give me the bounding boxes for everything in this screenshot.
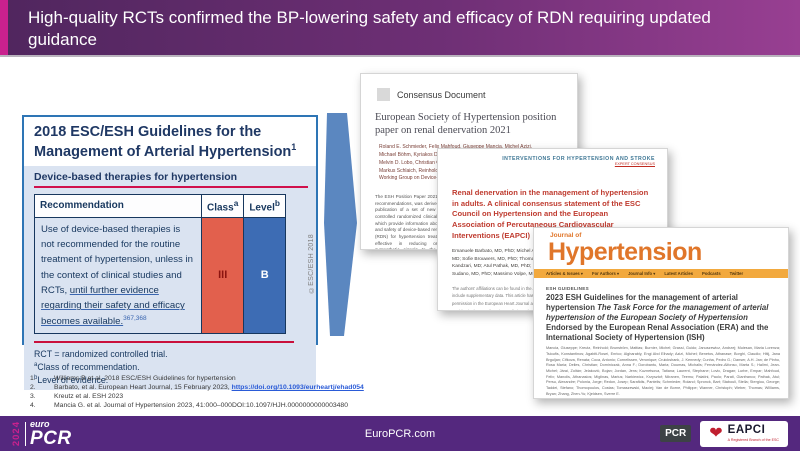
esc-esh-copyright: ©ESC/ESH 2018: [308, 234, 315, 294]
guidelines-title-superscript: 1: [291, 141, 297, 152]
reference-number: 3.: [30, 393, 36, 400]
consensus-running-head: INTERVENTIONS FOR HYPERTENSION AND STROK…: [502, 156, 655, 162]
eapci-name: EAPCI: [727, 424, 766, 437]
recommendation-table: Recommendation Classa Levelb Use of devi…: [34, 194, 286, 335]
section-heading: Device-based therapies for hypertension: [34, 171, 238, 184]
reference-item: 3. Kreutz et al. ESH 2023: [30, 392, 590, 401]
red-rule: [34, 341, 294, 344]
reference-body: Kreutz et al. ESH 2023: [54, 393, 124, 400]
document-tag-row: Consensus Document: [377, 88, 577, 101]
heart-icon: ❤: [709, 424, 723, 442]
journal-title-part3: Endorsed by the European Renal Associati…: [546, 322, 769, 342]
footer-logos: PCR ❤ EAPCI A Registered Branch of the E…: [660, 420, 788, 447]
reference-item: 4. Mancia G. et al. Journal of Hypertens…: [30, 401, 590, 410]
table-footnote-rct: RCT = randomized controlled trial.: [34, 348, 308, 361]
reference-text: Mancia G. et al. Journal of Hypertension…: [54, 401, 348, 410]
footnote-text: Class of recommendation.: [37, 361, 140, 372]
recommendation-underlined-text: until further evidence regarding their s…: [41, 284, 185, 327]
recommendation-text: Use of device-based therapies is not rec…: [41, 223, 193, 296]
journal-nav-item: For Authors ▾: [592, 270, 620, 276]
reference-text: Williams B et al, 2018 ESC/ESH Guideline…: [54, 374, 236, 383]
reference-number: 4.: [30, 402, 36, 409]
footer-year: 2024: [11, 420, 22, 447]
slide-header: High-quality RCTs confirmed the BP-lower…: [0, 0, 800, 57]
journal-masthead-small: Journal of: [550, 232, 582, 239]
document-tag: Consensus Document: [397, 89, 486, 100]
reference-item: 1. Williams B et al, 2018 ESC/ESH Guidel…: [30, 374, 590, 383]
reference-text: Kreutz et al. ESH 2023: [54, 392, 123, 401]
position-paper-abstract: The ESH Position Paper 2021, with update…: [375, 194, 467, 250]
eapci-tagline: A Registered Branch of the ESC: [727, 438, 779, 443]
journal-title-part1: 2023 ESH Guidelines for the management o…: [546, 292, 738, 312]
reference-link[interactable]: https://doi.org/10.1093/eurheartj/ehad05…: [231, 384, 364, 391]
level-label: Level: [249, 202, 275, 214]
journal-article-title: 2023 ESH Guidelines for the management o…: [546, 293, 780, 344]
journal-masthead: Hypertension: [548, 237, 702, 266]
recommendation-citation-superscript: 367,368: [123, 314, 147, 322]
table-footnote-class: aClass of recommendation.: [34, 361, 308, 374]
journal-nav-bar: Articles & Issues ▾ For Authors ▾ Journa…: [534, 268, 788, 278]
table-header-row: Recommendation Classa Levelb: [34, 194, 286, 218]
logo-euro-text: euro: [30, 418, 50, 429]
table-row: Use of device-based therapies is not rec…: [34, 216, 286, 335]
document-journal-page: Journal of Hypertension Articles & Issue…: [533, 227, 789, 399]
guidelines-title-text: 2018 ESC/ESH Guidelines for the Manageme…: [34, 124, 292, 160]
reference-body: Mancia G. et al. Journal of Hypertension…: [54, 402, 348, 409]
europcr-site-text: EuroPCR.com: [364, 427, 436, 440]
pcr-logo: PCR: [660, 425, 692, 442]
journal-nav-item: Podcasts: [702, 270, 721, 276]
consensus-running-head-sub: EXPERT CONSENSUS: [614, 162, 655, 166]
reference-number: 2.: [30, 384, 36, 391]
reference-body: Williams B et al, 2018 ESC/ESH Guideline…: [54, 375, 236, 382]
journal-section-label: ESH GUIDELINES: [546, 285, 589, 291]
transition-arrow-icon: [324, 113, 357, 336]
document-tag-marker: [377, 88, 390, 101]
level-cell: B: [243, 216, 286, 335]
reference-item: 2. Barbato, et al. European Heart Journa…: [30, 383, 590, 392]
column-header-class: Classa: [200, 194, 245, 218]
table-footnote-level: bLevel of evidence.: [34, 374, 308, 387]
guidelines-title: 2018 ESC/ESH Guidelines for the Manageme…: [24, 117, 316, 166]
journal-nav-item: Latest Articles: [664, 270, 694, 276]
recommendation-cell: Use of device-based therapies is not rec…: [34, 216, 202, 335]
guidelines-panel: 2018 ESC/ESH Guidelines for the Manageme…: [22, 115, 318, 391]
consensus-title: Renal denervation in the management of h…: [452, 188, 649, 240]
reference-text: Barbato, et al. European Heart Journal, …: [54, 383, 364, 392]
class-superscript: a: [233, 198, 239, 209]
references-list: 1. Williams B et al, 2018 ESC/ESH Guidel…: [30, 374, 590, 410]
slide-title: High-quality RCTs confirmed the BP-lower…: [28, 8, 711, 49]
guidelines-body: Device-based therapies for hypertension …: [24, 166, 316, 391]
eapci-logo: ❤ EAPCI A Registered Branch of the ESC: [700, 420, 788, 447]
logo-divider: [24, 421, 26, 446]
footnote-marker: b: [34, 374, 38, 381]
class-cell: III: [200, 216, 245, 335]
eapci-text-block: EAPCI A Registered Branch of the ESC: [728, 424, 779, 442]
slide-footer: 2024 euro PCR EuroPCR.com PCR ❤ EAPCI A …: [0, 416, 800, 451]
journal-nav-item: Twitter: [729, 270, 744, 276]
journal-nav-item: Articles & Issues ▾: [546, 270, 584, 276]
class-label: Class: [207, 202, 234, 214]
journal-nav-item: Journal Info ▾: [628, 270, 656, 276]
position-paper-title: European Society of Hypertension positio…: [375, 112, 557, 137]
footnote-marker: a: [34, 361, 38, 368]
reference-body: Barbato, et al. European Heart Journal, …: [54, 384, 232, 391]
level-superscript: b: [274, 198, 280, 209]
reference-number: 1.: [30, 375, 36, 382]
europcr-2024-logo: euro PCR: [30, 418, 72, 449]
consensus-authors: Emanuele Barbato, MD, PhD; Michel Azizi,…: [452, 249, 599, 278]
logo-pcr-text: PCR: [30, 427, 72, 449]
footnote-text: RCT = randomized controlled trial.: [34, 349, 168, 360]
column-header-level: Levelb: [243, 194, 286, 218]
footnote-text: Level of evidence.: [37, 374, 109, 385]
consensus-footnotes: The authors' affiliations can be found i…: [452, 285, 593, 311]
header-accent-bar: [0, 0, 8, 55]
pink-rule: [34, 186, 308, 189]
journal-title-part2: The Task Force for the management of art…: [546, 302, 769, 322]
column-header-recommendation: Recommendation: [34, 194, 202, 218]
journal-authors: Mancia, Giuseppe; Kreutz, Reinhold; Brun…: [546, 346, 780, 396]
